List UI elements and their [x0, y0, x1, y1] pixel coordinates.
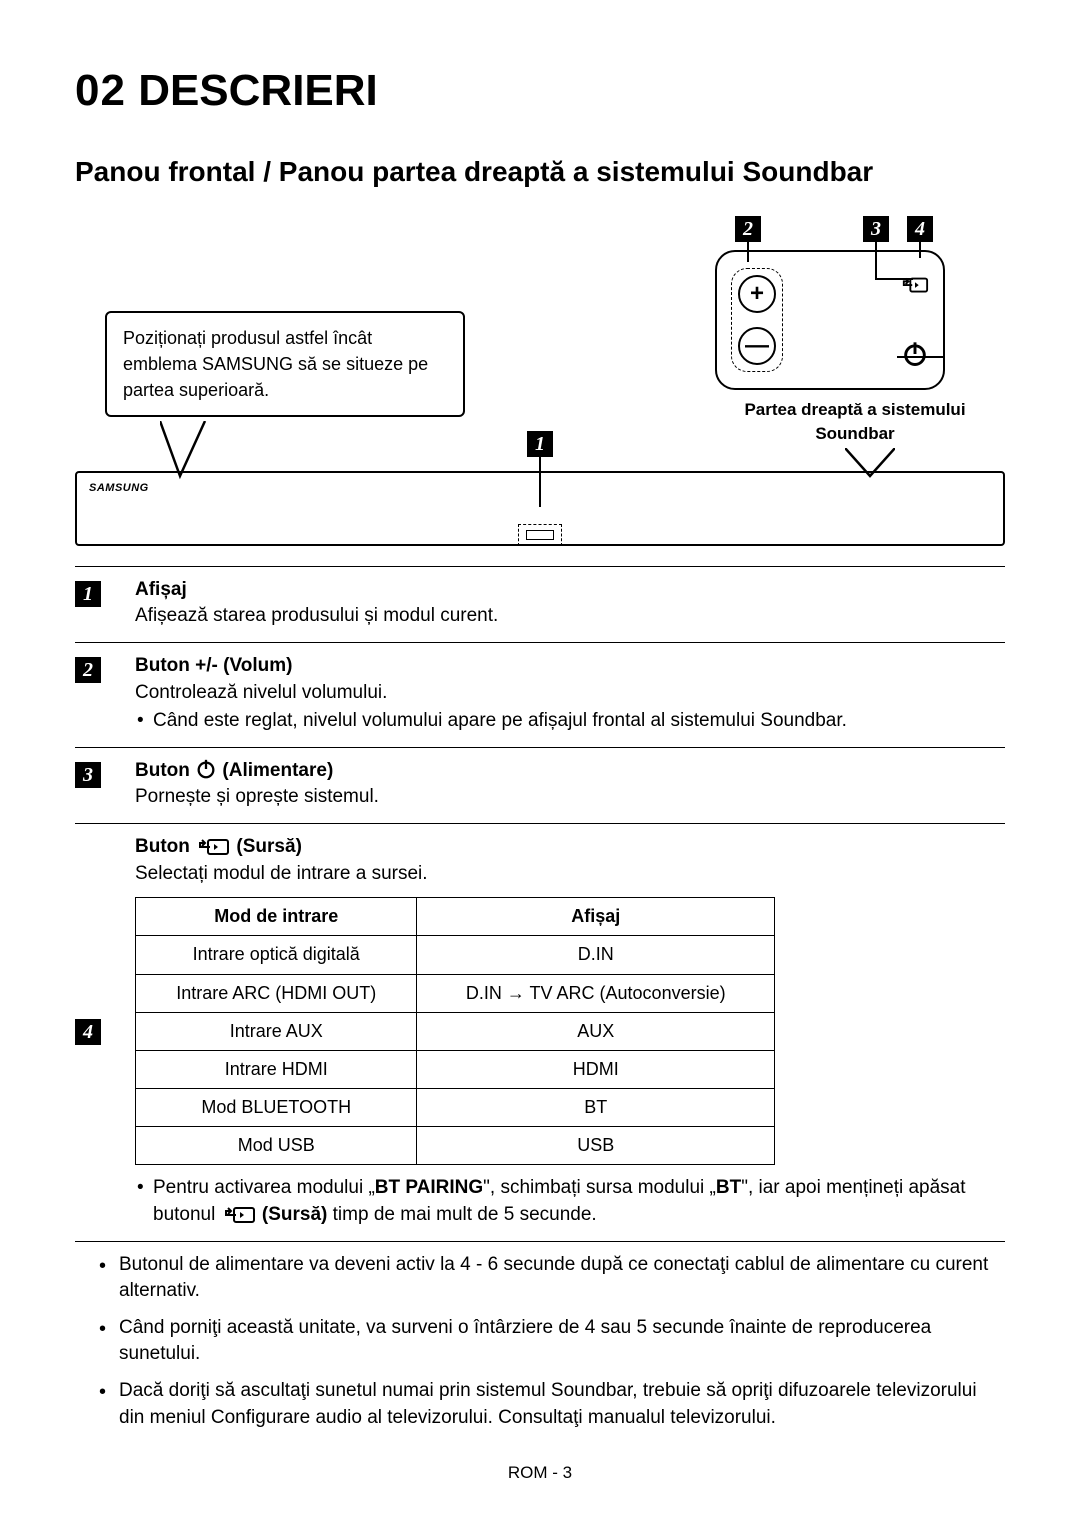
mode-th-2: Afișaj: [417, 898, 775, 936]
row1-desc: Afișează starea produsului și modul cure…: [135, 603, 1005, 630]
row4-title: Buton (Sursă): [135, 834, 1005, 861]
row1-title: Afișaj: [135, 577, 1005, 604]
right-panel-caption: Partea dreaptă a sistemului Soundbar: [715, 398, 995, 446]
desc-row-1: 1 Afișaj Afișează starea produsului și m…: [75, 566, 1005, 642]
section-title: Panou frontal / Panou partea dreaptă a s…: [75, 152, 1005, 191]
row4-desc: Selectați modul de intrare a sursei.: [135, 861, 1005, 888]
page-number: ROM - 3: [75, 1461, 1005, 1485]
product-diagram: 2 3 4 + — Partea dreaptă a sistemului So…: [75, 216, 1005, 546]
mode-row: Intrare ARC (HDMI OUT)D.IN → TV ARC (Aut…: [136, 974, 775, 1012]
right-panel-enlarged: 2 3 4 + — Partea dreaptă a sistemului So…: [715, 216, 995, 446]
mode-cell: Intrare HDMI: [136, 1050, 417, 1088]
note-3: Dacă doriţi să ascultaţi sunetul numai p…: [99, 1378, 1005, 1431]
mode-cell: AUX: [417, 1012, 775, 1050]
mode-row: Intrare AUXAUX: [136, 1012, 775, 1050]
row2-badge: 2: [75, 657, 101, 683]
chapter-number: 02: [75, 66, 126, 115]
mode-cell: Intrare AUX: [136, 1012, 417, 1050]
volume-down-button: —: [738, 327, 776, 365]
power-icon: [901, 340, 929, 368]
badge-2: 2: [735, 216, 761, 242]
power-icon: [195, 758, 217, 780]
row3-title: Buton (Alimentare): [135, 758, 1005, 785]
desc-row-3: 3 Buton (Alimentare) Pornește și oprește…: [75, 747, 1005, 823]
mode-table: Mod de intrare Afișaj Intrare optică dig…: [135, 897, 775, 1165]
source-icon: [195, 836, 231, 858]
row3-badge: 3: [75, 762, 101, 788]
mode-cell: Intrare ARC (HDMI OUT): [136, 974, 417, 1012]
desc-row-2: 2 Buton +/- (Volum) Controlează nivelul …: [75, 642, 1005, 747]
note-1: Butonul de alimentare va deveni activ la…: [99, 1252, 1005, 1305]
badge-3: 3: [863, 216, 889, 242]
desc-row-4: 4 Buton (Sursă) Selectați modul de intra…: [75, 823, 1005, 1241]
description-table: 1 Afișaj Afișează starea produsului și m…: [75, 566, 1005, 1242]
mode-cell: Mod USB: [136, 1127, 417, 1165]
mode-cell: D.IN: [417, 936, 775, 974]
row2-desc: Controlează nivelul volumului.: [135, 680, 1005, 707]
row4-badge: 4: [75, 1019, 101, 1045]
mode-row: Mod USBUSB: [136, 1127, 775, 1165]
soundbar-outline: SAMSUNG: [75, 471, 1005, 546]
badge-1: 1: [527, 431, 553, 457]
source-icon: [221, 1204, 257, 1226]
position-note-callout: Poziționați produsul astfel încât emblem…: [105, 311, 465, 417]
mode-row: Intrare optică digitalăD.IN: [136, 936, 775, 974]
volume-up-button: +: [738, 275, 776, 313]
mode-cell: D.IN → TV ARC (Autoconversie): [417, 974, 775, 1012]
right-panel-box: + —: [715, 250, 945, 390]
note-2: Când porniţi această unitate, va surveni…: [99, 1315, 1005, 1368]
chapter-text: DESCRIERI: [138, 66, 378, 115]
mode-cell: USB: [417, 1127, 775, 1165]
badge-4: 4: [907, 216, 933, 242]
row4-note: Pentru activarea modului „BT PAIRING", s…: [135, 1175, 1005, 1228]
row2-title: Buton +/- (Volum): [135, 653, 1005, 680]
mode-cell: Intrare optică digitală: [136, 936, 417, 974]
chapter-title: 02 DESCRIERI: [75, 60, 1005, 122]
row1-badge: 1: [75, 581, 101, 607]
samsung-logo: SAMSUNG: [89, 481, 149, 496]
source-icon: [901, 272, 929, 300]
mode-cell: Mod BLUETOOTH: [136, 1089, 417, 1127]
mode-row: Mod BLUETOOTHBT: [136, 1089, 775, 1127]
row2-bullet: Când este reglat, nivelul volumului apar…: [135, 708, 1005, 735]
volume-buttons-group: + —: [731, 268, 783, 372]
mode-th-1: Mod de intrare: [136, 898, 417, 936]
mode-cell: HDMI: [417, 1050, 775, 1088]
display-window: [518, 524, 562, 546]
mode-row: Intrare HDMIHDMI: [136, 1050, 775, 1088]
position-note-text: Poziționați produsul astfel încât emblem…: [123, 328, 428, 400]
row3-desc: Pornește și oprește sistemul.: [135, 784, 1005, 811]
footer-notes: Butonul de alimentare va deveni activ la…: [75, 1252, 1005, 1432]
mode-cell: BT: [417, 1089, 775, 1127]
